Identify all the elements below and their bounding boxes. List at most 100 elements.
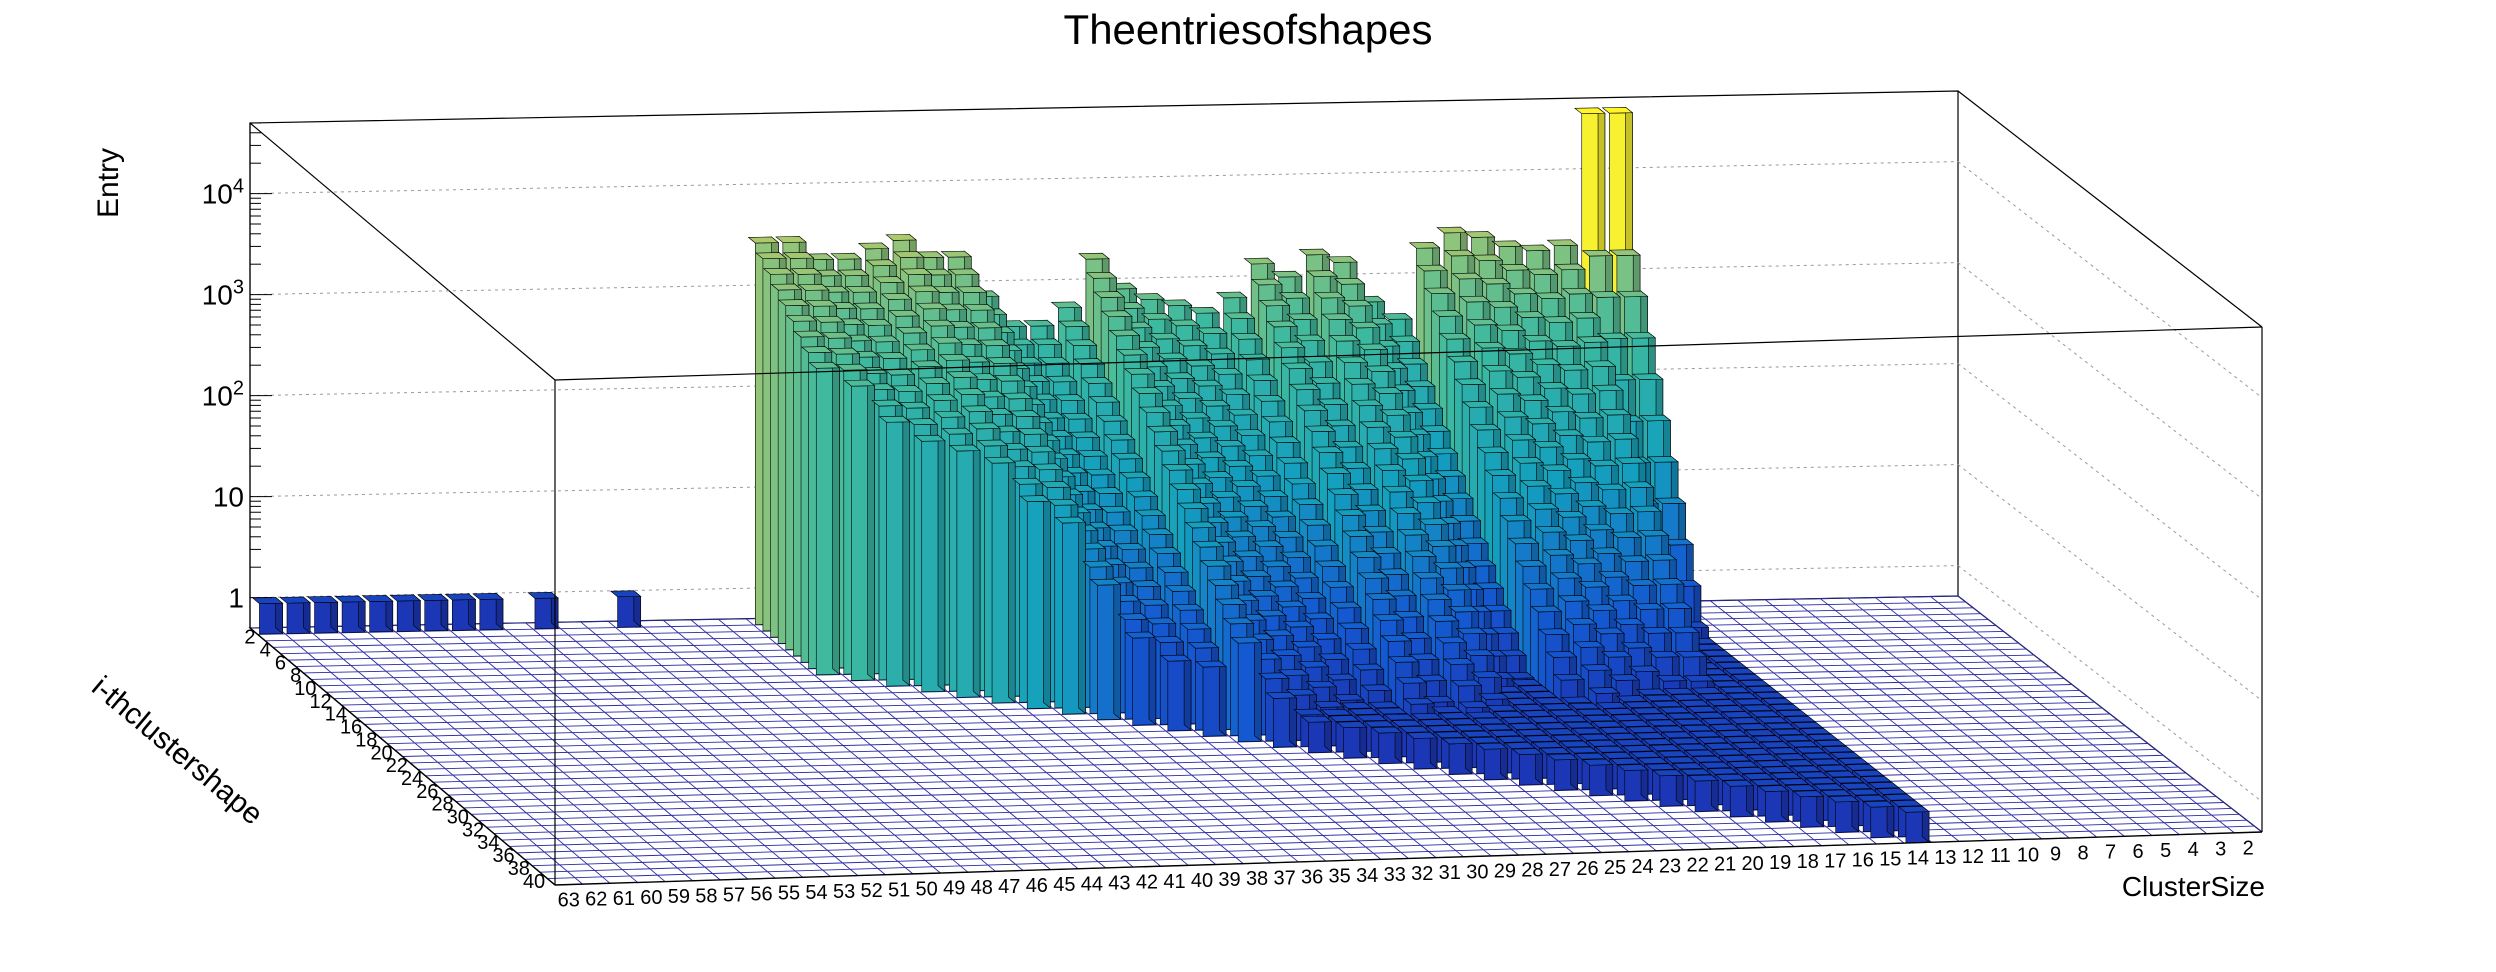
bar-top-face — [1601, 107, 1634, 114]
bar-top-face — [1385, 589, 1417, 597]
bar — [417, 593, 449, 632]
bar-top-face — [1439, 332, 1471, 340]
bar-top-face — [1196, 327, 1228, 334]
bar-top-face — [1544, 405, 1577, 413]
bar-top-face — [1569, 312, 1602, 319]
bar-top-face — [1632, 373, 1664, 380]
x-tick-label: 58 — [695, 885, 717, 907]
bar-top-face — [1387, 430, 1419, 438]
bar-top-face — [1082, 560, 1114, 568]
bar-top-face — [1434, 470, 1467, 477]
x-tick-label: 34 — [1356, 865, 1378, 887]
bar-top-face — [878, 415, 911, 423]
bar-top-face — [1529, 358, 1562, 366]
bar-top-face — [1526, 268, 1559, 275]
bar-top-face — [1267, 580, 1300, 588]
x-tick-label: 6 — [2133, 841, 2144, 863]
z-gridline — [249, 161, 1959, 195]
bar-top-face — [1622, 481, 1655, 488]
bar-top-face — [444, 593, 477, 601]
bar-top-face — [1481, 364, 1514, 372]
bar-top-face — [1639, 414, 1672, 422]
bar-side-face — [1289, 691, 1297, 748]
bar-top-face — [1142, 528, 1174, 536]
bar-top-face — [793, 330, 825, 338]
bar-side-face — [1218, 660, 1227, 737]
y-axis-label: i-thclustershape — [86, 670, 269, 831]
bar-top-face — [1331, 440, 1364, 448]
floor-grid-line — [532, 813, 2240, 867]
bar-top-face — [1354, 504, 1387, 512]
bar-top-face — [527, 591, 559, 599]
z-tick-exponent: 4 — [233, 176, 244, 198]
bar-top-face — [938, 353, 971, 361]
x-tick-label: 10 — [2017, 844, 2039, 866]
z-axis-label: Entry — [92, 148, 125, 218]
bar-top-face — [1616, 290, 1649, 298]
bar-top-face — [1451, 272, 1484, 280]
bar-top-face — [1625, 579, 1658, 586]
bar-top-face — [1272, 531, 1304, 538]
bar-top-face — [1226, 408, 1259, 416]
bar-top-face — [940, 250, 973, 258]
x-tick-label: 52 — [860, 880, 882, 902]
bar-top-face — [1148, 332, 1181, 340]
bar-top-face — [1221, 460, 1254, 467]
bar-top-face — [1396, 358, 1429, 365]
bar-top-face — [762, 267, 795, 275]
floor-grid-line — [486, 778, 2194, 828]
bar-top-face — [1209, 491, 1242, 498]
bar-top-face — [1341, 299, 1374, 307]
bar-top-face — [1068, 431, 1101, 439]
floor-grid-line — [425, 731, 2133, 777]
bar-top-face — [1700, 649, 1733, 657]
bar-top-face — [1436, 226, 1468, 234]
bar-top-face — [1276, 457, 1309, 464]
bar-top-face — [782, 252, 815, 259]
bar-side-face — [1078, 516, 1086, 715]
bar-top-face — [1609, 249, 1641, 256]
left-top-edge — [249, 122, 556, 381]
floor-grid-line — [471, 766, 2179, 815]
floor-grid-line — [493, 784, 2202, 835]
bar-top-face — [885, 234, 918, 241]
bar-top-face — [961, 405, 994, 413]
bar — [984, 456, 1017, 704]
bar-top-face — [948, 268, 980, 276]
bar-top-face — [1134, 509, 1167, 517]
bar-top-face — [1443, 249, 1476, 257]
bar-top-face — [1348, 321, 1381, 329]
bar-top-face — [1329, 334, 1361, 342]
bar-top-face — [1333, 278, 1366, 285]
bar-top-face — [976, 439, 1009, 447]
x-tick-label: 30 — [1466, 861, 1488, 883]
bar-side-face — [1113, 578, 1121, 720]
bar-top-face — [1521, 334, 1554, 342]
bar-top-face — [1011, 477, 1044, 485]
bar-top-face — [1364, 365, 1396, 372]
bar-side-face — [972, 444, 981, 698]
bar-top-face — [1356, 343, 1389, 351]
bar-top-face — [837, 269, 870, 277]
bar-top-face — [1630, 505, 1662, 513]
bar-top-face — [1031, 463, 1064, 471]
bar-top-face — [1251, 278, 1283, 286]
bar — [808, 361, 841, 676]
bar-top-face — [1176, 339, 1208, 347]
bar-top-face — [417, 594, 449, 601]
bar-top-face — [946, 371, 978, 378]
bar-top-face — [1381, 313, 1413, 320]
bar-top-face — [1316, 398, 1349, 405]
bar-top-face — [1161, 463, 1194, 471]
bar — [361, 594, 394, 633]
bar-top-face — [1389, 507, 1422, 514]
bar-top-face — [1423, 287, 1456, 295]
x-tick-label: 50 — [916, 878, 938, 900]
bar-top-face — [1542, 549, 1575, 556]
bar-top-face — [778, 299, 810, 306]
y-tick-label: 6 — [275, 652, 286, 674]
bar-top-face — [1357, 572, 1390, 579]
bar-top-face — [1555, 511, 1587, 518]
bar-top-face — [1595, 483, 1627, 491]
bar-top-face — [1567, 476, 1600, 484]
